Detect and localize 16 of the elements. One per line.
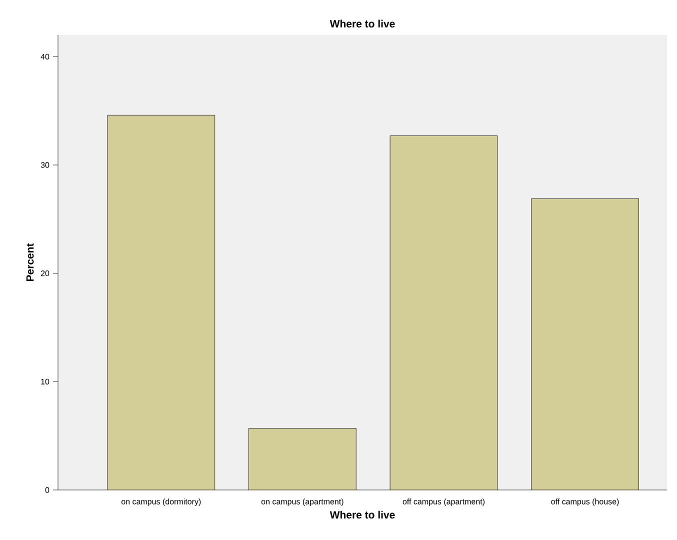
y-tick-label: 40	[40, 54, 50, 60]
x-tick-label: off campus (house)	[551, 498, 619, 506]
bar	[248, 428, 356, 490]
chart-title: Where to live	[330, 20, 395, 28]
x-tick-label: on campus (dormitory)	[121, 498, 201, 506]
bar	[107, 115, 215, 490]
x-tick-label: off campus (apartment)	[402, 498, 485, 506]
x-tick-label: on campus (apartment)	[261, 498, 344, 506]
x-axis-title: Where to live	[330, 510, 395, 519]
bar	[531, 198, 639, 490]
bar	[390, 136, 498, 490]
y-tick-label: 10	[41, 378, 50, 384]
y-tick-label: 20	[40, 270, 50, 276]
y-axis-title: Percent	[26, 243, 34, 282]
y-tick-label: 0	[45, 487, 50, 493]
y-tick-label: 30	[40, 162, 50, 168]
